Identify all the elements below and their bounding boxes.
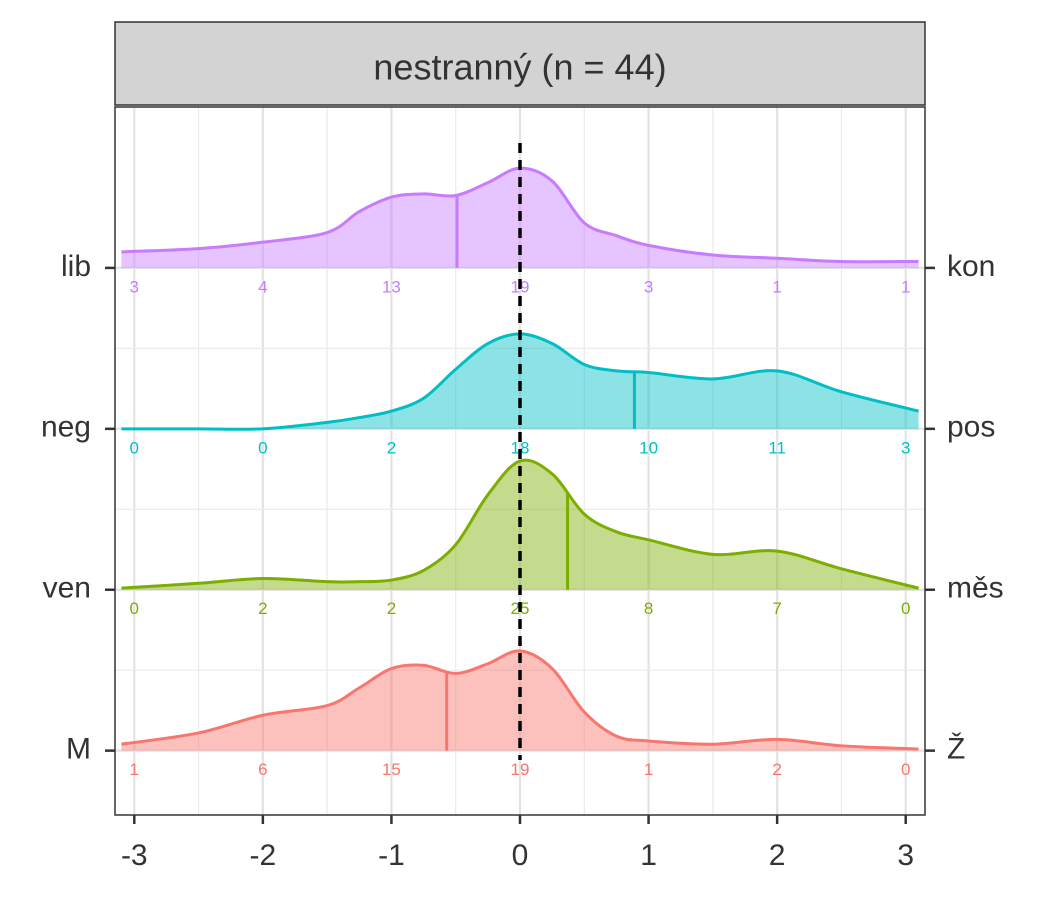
ridge-line	[121, 649, 919, 751]
count-label: 4	[258, 277, 267, 296]
chart-title: nestranný (n = 44)	[373, 47, 666, 88]
count-label: 2	[387, 438, 396, 457]
x-tick-label: -1	[378, 839, 405, 872]
title-strip	[114, 21, 926, 106]
count-label: 11	[768, 438, 786, 457]
count-label: 15	[382, 760, 401, 779]
count-label: 1	[772, 277, 781, 296]
count-label: 0	[901, 760, 910, 779]
ridge-area	[121, 650, 919, 751]
count-label: 18	[511, 438, 530, 457]
x-tick-label: -2	[250, 839, 277, 872]
count-label: 7	[772, 599, 781, 618]
count-label: 0	[130, 438, 139, 457]
count-label: 1	[130, 760, 139, 779]
x-tick-label: 2	[769, 839, 786, 872]
count-label: 6	[258, 760, 267, 779]
count-label: 2	[772, 760, 781, 779]
count-label: 0	[901, 599, 910, 618]
count-label: 1	[901, 277, 910, 296]
count-label: 1	[644, 760, 653, 779]
x-tick-label: 3	[897, 839, 914, 872]
count-label: 0	[130, 599, 139, 618]
count-label: 3	[644, 277, 653, 296]
count-label: 19	[511, 760, 530, 779]
right-label: Ž	[947, 733, 965, 766]
x-tick-label: 1	[640, 839, 657, 872]
left-label: ven	[43, 572, 91, 605]
count-label: 2	[258, 599, 267, 618]
ridge-line	[121, 332, 919, 431]
left-label: M	[66, 733, 91, 766]
ridge-line	[121, 458, 919, 590]
x-tick-label: -3	[121, 839, 148, 872]
count-label: 13	[382, 277, 401, 296]
right-label: pos	[947, 411, 995, 444]
right-label: měs	[947, 572, 1004, 605]
count-label: 8	[644, 599, 653, 618]
left-label: lib	[61, 250, 91, 283]
count-label: 2	[387, 599, 396, 618]
count-label: 3	[901, 438, 910, 457]
count-label: 0	[258, 438, 267, 457]
ridge-line	[121, 166, 919, 264]
count-label: 3	[130, 277, 139, 296]
left-label: neg	[41, 411, 91, 444]
count-label: 10	[639, 438, 658, 457]
right-label: kon	[947, 250, 995, 283]
x-tick-label: 0	[512, 839, 529, 872]
